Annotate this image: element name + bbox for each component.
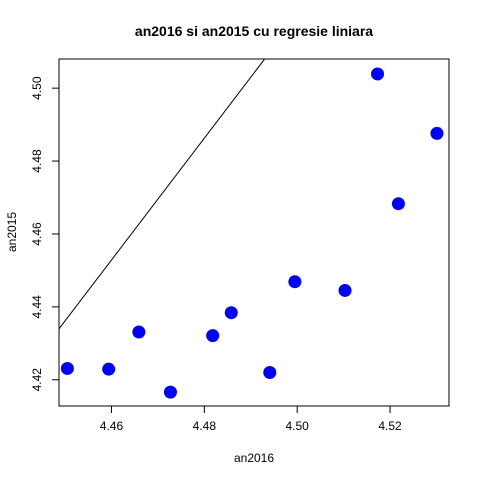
x-tick-label: 4.48 [193,419,217,433]
data-point [132,325,146,339]
data-point [102,362,116,376]
chart-title: an2016 si an2015 cu regresie liniara [135,23,373,39]
regression-line-layer [59,59,266,330]
data-point [338,283,352,297]
y-tick-label: 4.42 [30,368,44,392]
x-tick-label: 4.52 [378,419,402,433]
y-tick-label: 4.50 [30,76,44,100]
y-axis: 4.42 4.44 4.46 4.48 4.50 [30,76,59,391]
x-axis: 4.46 4.48 4.50 4.52 [100,406,402,433]
data-point [60,361,74,375]
plot-frame [58,58,450,407]
data-points [60,67,444,399]
data-point [163,385,177,399]
data-point [206,329,220,343]
data-point [224,306,238,320]
data-point [391,197,405,211]
x-axis-label: an2016 [234,451,274,465]
x-tick-label: 4.46 [100,419,124,433]
y-axis-label: an2015 [5,212,19,252]
y-tick-label: 4.46 [30,222,44,246]
x-tick-label: 4.50 [285,419,309,433]
data-point [288,275,302,289]
data-point [263,365,277,379]
data-point [430,126,444,140]
y-tick-label: 4.44 [30,295,44,319]
y-tick-label: 4.48 [30,149,44,173]
regression-line [59,59,266,330]
data-point [371,67,384,81]
